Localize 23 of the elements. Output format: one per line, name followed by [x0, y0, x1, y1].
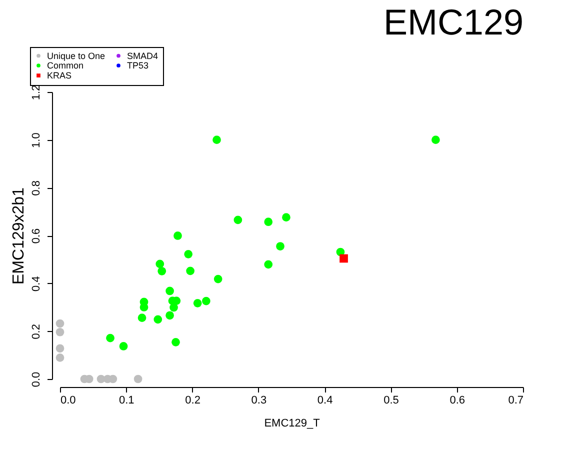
y-tick-label: 0.2 — [30, 324, 42, 340]
y-tick-label: 1.0 — [30, 132, 42, 148]
chart-title: EMC129 — [383, 2, 524, 42]
y-tick-label: 0.4 — [30, 276, 42, 292]
legend-label: SMAD4 — [127, 50, 158, 61]
y-tick-label: 0.8 — [30, 180, 42, 196]
legend-label: TP53 — [127, 60, 149, 70]
x-axis-title: EMC129_T — [264, 418, 320, 430]
x-tick-label: 0.2 — [185, 394, 200, 406]
x-tick-label: 0.3 — [251, 394, 267, 406]
legend-label: Common — [47, 60, 84, 70]
x-tick-label: 0.6 — [450, 394, 466, 406]
x-tick-label: 0.1 — [118, 394, 134, 406]
x-tick-label: 0.4 — [317, 394, 333, 406]
legend-label: Unique to One — [47, 50, 106, 61]
y-tick-label: 0.6 — [30, 228, 42, 244]
x-tick-label: 0.5 — [384, 394, 399, 406]
y-tick-label: 0.0 — [30, 372, 42, 388]
legend-label: KRAS — [47, 70, 72, 80]
y-tick-label: 1.2 — [30, 84, 42, 100]
x-tick-label: 0.7 — [508, 394, 524, 406]
y-axis-title: EMC129x2b1 — [10, 187, 28, 284]
x-tick-label: 0.0 — [60, 394, 76, 406]
